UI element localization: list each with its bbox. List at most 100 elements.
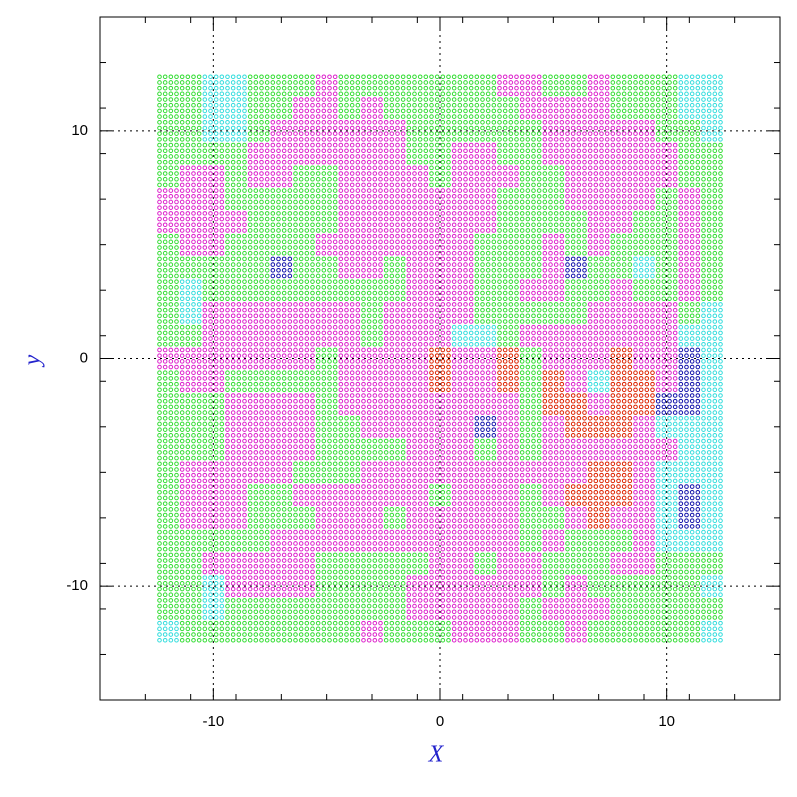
point bbox=[253, 364, 259, 370]
point bbox=[655, 313, 661, 319]
point bbox=[644, 205, 650, 210]
point bbox=[610, 324, 616, 330]
point bbox=[174, 216, 179, 222]
point bbox=[542, 273, 548, 279]
point bbox=[247, 296, 253, 302]
point bbox=[701, 114, 706, 119]
point bbox=[474, 290, 480, 296]
point bbox=[236, 262, 242, 267]
point bbox=[434, 285, 440, 290]
point bbox=[565, 108, 570, 114]
point bbox=[225, 279, 230, 284]
point bbox=[587, 245, 593, 250]
point bbox=[412, 74, 417, 80]
point bbox=[338, 148, 344, 154]
point bbox=[644, 182, 650, 188]
point bbox=[502, 216, 508, 222]
point bbox=[633, 182, 638, 188]
point bbox=[253, 119, 259, 125]
point bbox=[332, 296, 338, 302]
point bbox=[157, 188, 162, 193]
point bbox=[304, 296, 310, 302]
point bbox=[383, 205, 389, 210]
point bbox=[678, 193, 684, 199]
point bbox=[525, 245, 531, 250]
point bbox=[202, 102, 208, 108]
point bbox=[287, 245, 293, 250]
point bbox=[508, 313, 514, 319]
point bbox=[582, 154, 587, 159]
point bbox=[650, 211, 655, 216]
point bbox=[525, 182, 531, 188]
point bbox=[559, 222, 565, 228]
point bbox=[332, 193, 338, 199]
point bbox=[230, 233, 236, 239]
point bbox=[157, 319, 162, 324]
point bbox=[400, 74, 406, 80]
point bbox=[219, 359, 225, 364]
point bbox=[712, 91, 718, 97]
point bbox=[502, 108, 508, 114]
point bbox=[383, 245, 389, 250]
point bbox=[219, 176, 225, 182]
point bbox=[457, 125, 463, 131]
point bbox=[667, 296, 672, 302]
point bbox=[395, 97, 400, 102]
point bbox=[213, 102, 219, 108]
point bbox=[525, 296, 531, 302]
point bbox=[514, 74, 519, 80]
point bbox=[315, 148, 321, 154]
point bbox=[463, 256, 468, 262]
point bbox=[174, 165, 179, 171]
point bbox=[689, 91, 695, 97]
point bbox=[423, 302, 429, 307]
point bbox=[565, 233, 570, 239]
point bbox=[508, 307, 514, 313]
point bbox=[604, 205, 610, 210]
point bbox=[293, 359, 298, 364]
point bbox=[559, 216, 565, 222]
point bbox=[457, 176, 463, 182]
point bbox=[332, 336, 338, 341]
point bbox=[174, 171, 179, 176]
point bbox=[219, 216, 225, 222]
point bbox=[655, 267, 661, 273]
point bbox=[718, 290, 723, 296]
point bbox=[525, 228, 531, 233]
point bbox=[474, 182, 480, 188]
point bbox=[242, 211, 247, 216]
point bbox=[440, 182, 446, 188]
point bbox=[440, 205, 446, 210]
point bbox=[536, 85, 542, 91]
point bbox=[225, 74, 230, 80]
point bbox=[519, 313, 525, 319]
point bbox=[474, 154, 480, 159]
point bbox=[412, 154, 417, 159]
point bbox=[576, 302, 582, 307]
point bbox=[412, 273, 417, 279]
point bbox=[638, 228, 644, 233]
point bbox=[423, 85, 429, 91]
point bbox=[225, 142, 230, 148]
point bbox=[338, 176, 344, 182]
point bbox=[559, 97, 565, 102]
point bbox=[514, 131, 519, 136]
point bbox=[542, 193, 548, 199]
point bbox=[179, 137, 185, 142]
point bbox=[315, 114, 321, 119]
point bbox=[304, 74, 310, 80]
point bbox=[213, 267, 219, 273]
point bbox=[270, 119, 276, 125]
point bbox=[332, 319, 338, 324]
point bbox=[406, 199, 412, 205]
point bbox=[463, 296, 468, 302]
point bbox=[548, 302, 553, 307]
point bbox=[457, 336, 463, 341]
point bbox=[604, 290, 610, 296]
point bbox=[706, 279, 712, 284]
point bbox=[706, 188, 712, 193]
point bbox=[468, 108, 474, 114]
point bbox=[712, 319, 718, 324]
point bbox=[338, 330, 344, 336]
point bbox=[593, 273, 599, 279]
